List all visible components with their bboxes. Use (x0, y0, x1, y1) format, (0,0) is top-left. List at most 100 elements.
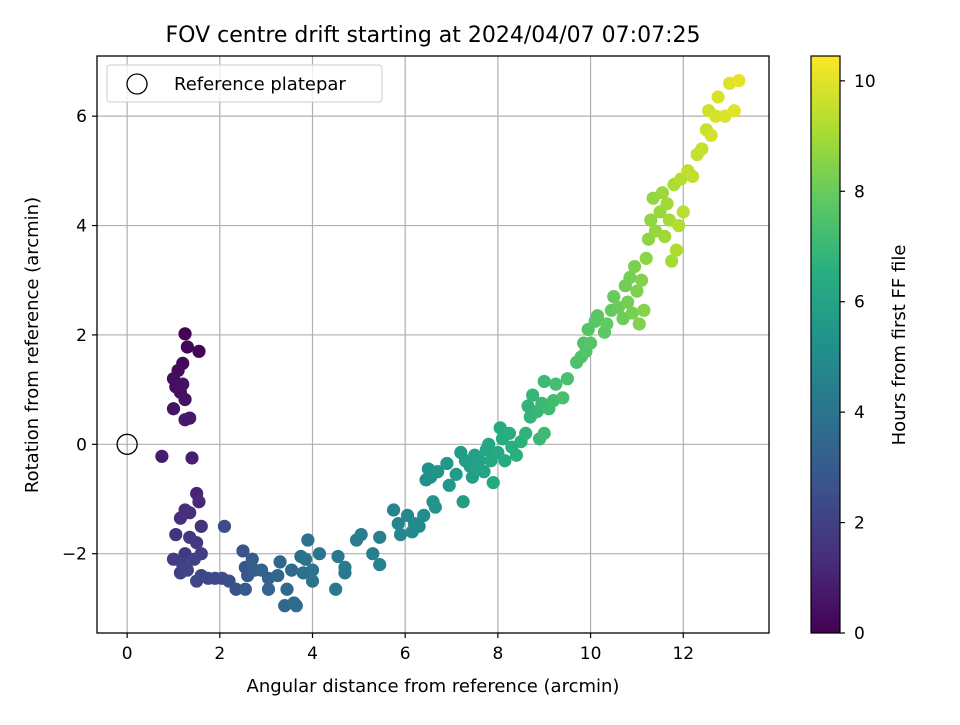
data-point (393, 527, 408, 542)
data-point (526, 388, 540, 402)
data-point (312, 547, 327, 561)
data-point (672, 218, 686, 233)
data-point (417, 508, 431, 523)
data-point (192, 495, 206, 509)
data-point (354, 527, 368, 542)
data-point (639, 251, 653, 265)
data-point (727, 104, 741, 118)
data-point (338, 566, 352, 580)
data-point (676, 205, 690, 219)
data-point (685, 169, 700, 183)
data-point (607, 290, 621, 304)
data-point (644, 213, 658, 227)
colorbar-tick-label: 6 (854, 293, 865, 313)
data-point (236, 544, 250, 558)
colorbar-frame (810, 55, 841, 634)
data-point (660, 197, 674, 211)
data-point (305, 574, 320, 588)
data-point (273, 555, 287, 569)
legend: Reference platepar (106, 64, 383, 103)
x-tick-label: 6 (400, 644, 411, 664)
data-point (537, 374, 551, 389)
data-point (637, 303, 651, 317)
y-tick-label: 2 (76, 326, 87, 346)
y-tick-label: 6 (76, 107, 87, 127)
y-tick-label: 4 (76, 217, 87, 237)
data-point (245, 552, 259, 566)
colorbar-ticks: 0 2 4 6 8 10 (840, 72, 876, 644)
data-point (166, 402, 181, 416)
data-point (658, 229, 672, 244)
data-point (329, 582, 343, 596)
data-point (217, 519, 232, 533)
data-point (229, 582, 243, 596)
data-point (556, 391, 570, 405)
data-point (178, 392, 192, 407)
data-point (628, 259, 642, 274)
data-point (590, 309, 605, 323)
data-point (428, 500, 442, 514)
data-point (634, 273, 649, 287)
data-point (192, 344, 206, 358)
data-point (583, 336, 598, 350)
data-point (271, 568, 285, 583)
data-point (261, 582, 276, 596)
data-point (155, 449, 169, 463)
data-point (194, 519, 208, 533)
data-point (509, 448, 524, 462)
data-point (498, 454, 512, 468)
data-point (621, 295, 635, 309)
data-point (456, 495, 470, 509)
data-point (289, 599, 303, 613)
data-point (549, 377, 563, 391)
legend-box (106, 64, 383, 103)
data-point (625, 306, 639, 320)
data-point (482, 437, 496, 451)
data-point (187, 552, 201, 566)
data-point (387, 503, 401, 517)
legend-marker-reference (126, 73, 148, 95)
data-point (178, 413, 192, 427)
data-point (391, 517, 405, 531)
data-point (695, 142, 709, 156)
data-point (373, 530, 387, 544)
data-point (238, 582, 252, 596)
data-point (560, 372, 575, 386)
data-point (373, 558, 387, 572)
data-point (732, 74, 746, 88)
data-point (176, 377, 190, 391)
data-point (655, 186, 670, 200)
data-point (630, 284, 644, 298)
data-point (185, 451, 199, 465)
data-point (537, 426, 551, 440)
data-point (704, 128, 718, 142)
colorbar-label: Hours from first FF file (889, 245, 910, 446)
data-point (366, 547, 380, 561)
plot-area-frame (96, 55, 770, 634)
reference-platepar-marker (116, 433, 138, 455)
data-point (190, 536, 204, 550)
y-axis-label: Rotation from reference (arcmin) (22, 197, 43, 493)
data-point (280, 582, 294, 596)
data-point (431, 465, 445, 479)
y-tick-label: −2 (62, 545, 87, 565)
data-point (502, 426, 517, 440)
colorbar-tick-label: 8 (854, 182, 865, 202)
x-axis-ticks: 0 2 4 6 8 10 12 (122, 633, 694, 664)
data-point (472, 454, 486, 468)
data-points (116, 74, 746, 613)
colorbar-tick-label: 2 (854, 514, 865, 534)
legend-entry-reference: Reference platepar (174, 74, 346, 95)
data-point (331, 549, 345, 564)
data-point (477, 465, 491, 479)
data-point (285, 563, 299, 577)
colorbar-tick-label: 4 (854, 403, 865, 423)
data-point (180, 340, 194, 354)
y-axis-ticks: −2 0 2 4 6 (62, 107, 97, 565)
y-tick-label: 0 (76, 435, 87, 455)
data-point (169, 527, 183, 542)
chart-title: FOV centre drift starting at 2024/04/07 … (166, 23, 701, 48)
x-tick-label: 8 (492, 644, 503, 664)
x-tick-label: 10 (580, 644, 602, 664)
